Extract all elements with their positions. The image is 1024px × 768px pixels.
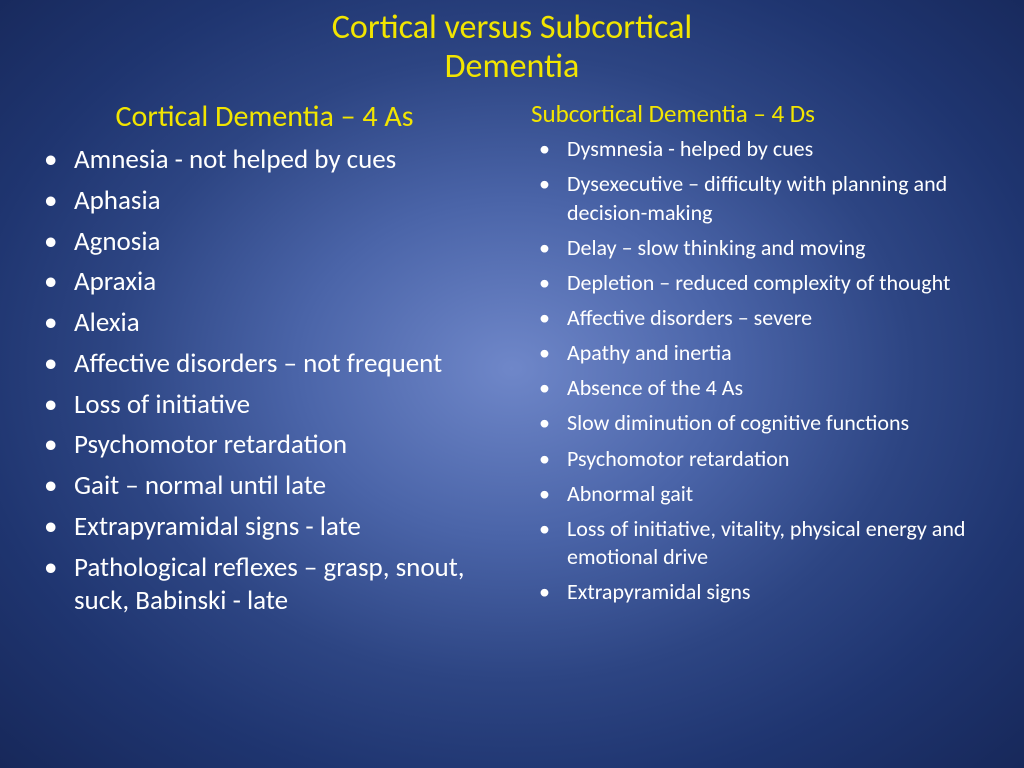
list-item: Alexia <box>30 306 499 340</box>
list-item: Extrapyramidal signs - late <box>30 510 499 544</box>
list-item: Affective disorders – severe <box>525 304 994 332</box>
list-item: Slow diminution of cognitive functions <box>525 409 994 437</box>
left-list: Amnesia - not helped by cues Aphasia Agnos… <box>30 143 499 618</box>
list-item: Dysexecutive – difficulty with planning … <box>525 170 994 226</box>
list-item: Extrapyramidal signs <box>525 578 994 606</box>
slide: Cortical versus Subcortical Dementia Cor… <box>0 0 1024 768</box>
left-heading: Cortical Dementia – 4 As <box>30 98 499 135</box>
list-item: Gait – normal until late <box>30 469 499 503</box>
list-item: Apathy and inertia <box>525 339 994 367</box>
list-item: Loss of initiative, vitality, physical e… <box>525 515 994 571</box>
title-line-2: Dementia <box>445 46 580 87</box>
list-item: Abnormal gait <box>525 480 994 508</box>
list-item: Delay – slow thinking and moving <box>525 234 994 262</box>
list-item: Pathological reflexes – grasp, snout, su… <box>30 551 499 619</box>
list-item: Psychomotor retardation <box>30 428 499 462</box>
list-item: Apraxia <box>30 265 499 299</box>
right-heading: Subcortical Dementia – 4 Ds <box>531 98 994 129</box>
list-item: Psychomotor retardation <box>525 445 994 473</box>
list-item: Dysmnesia - helped by cues <box>525 135 994 163</box>
list-item: Depletion – reduced complexity of though… <box>525 269 994 297</box>
columns: Cortical Dementia – 4 As Amnesia - not h… <box>30 98 994 625</box>
list-item: Agnosia <box>30 225 499 259</box>
left-column: Cortical Dementia – 4 As Amnesia - not h… <box>30 98 499 625</box>
list-item: Aphasia <box>30 184 499 218</box>
right-list: Dysmnesia - helped by cues Dysexecutive –… <box>525 135 994 606</box>
list-item: Absence of the 4 As <box>525 374 994 402</box>
slide-title: Cortical versus Subcortical Dementia <box>30 8 994 86</box>
list-item: Amnesia - not helped by cues <box>30 143 499 177</box>
right-column: Subcortical Dementia – 4 Ds Dysmnesia - … <box>525 98 994 625</box>
list-item: Loss of initiative <box>30 388 499 422</box>
title-line-1: Cortical versus Subcortical <box>332 7 692 48</box>
list-item: Affective disorders – not frequent <box>30 347 499 381</box>
